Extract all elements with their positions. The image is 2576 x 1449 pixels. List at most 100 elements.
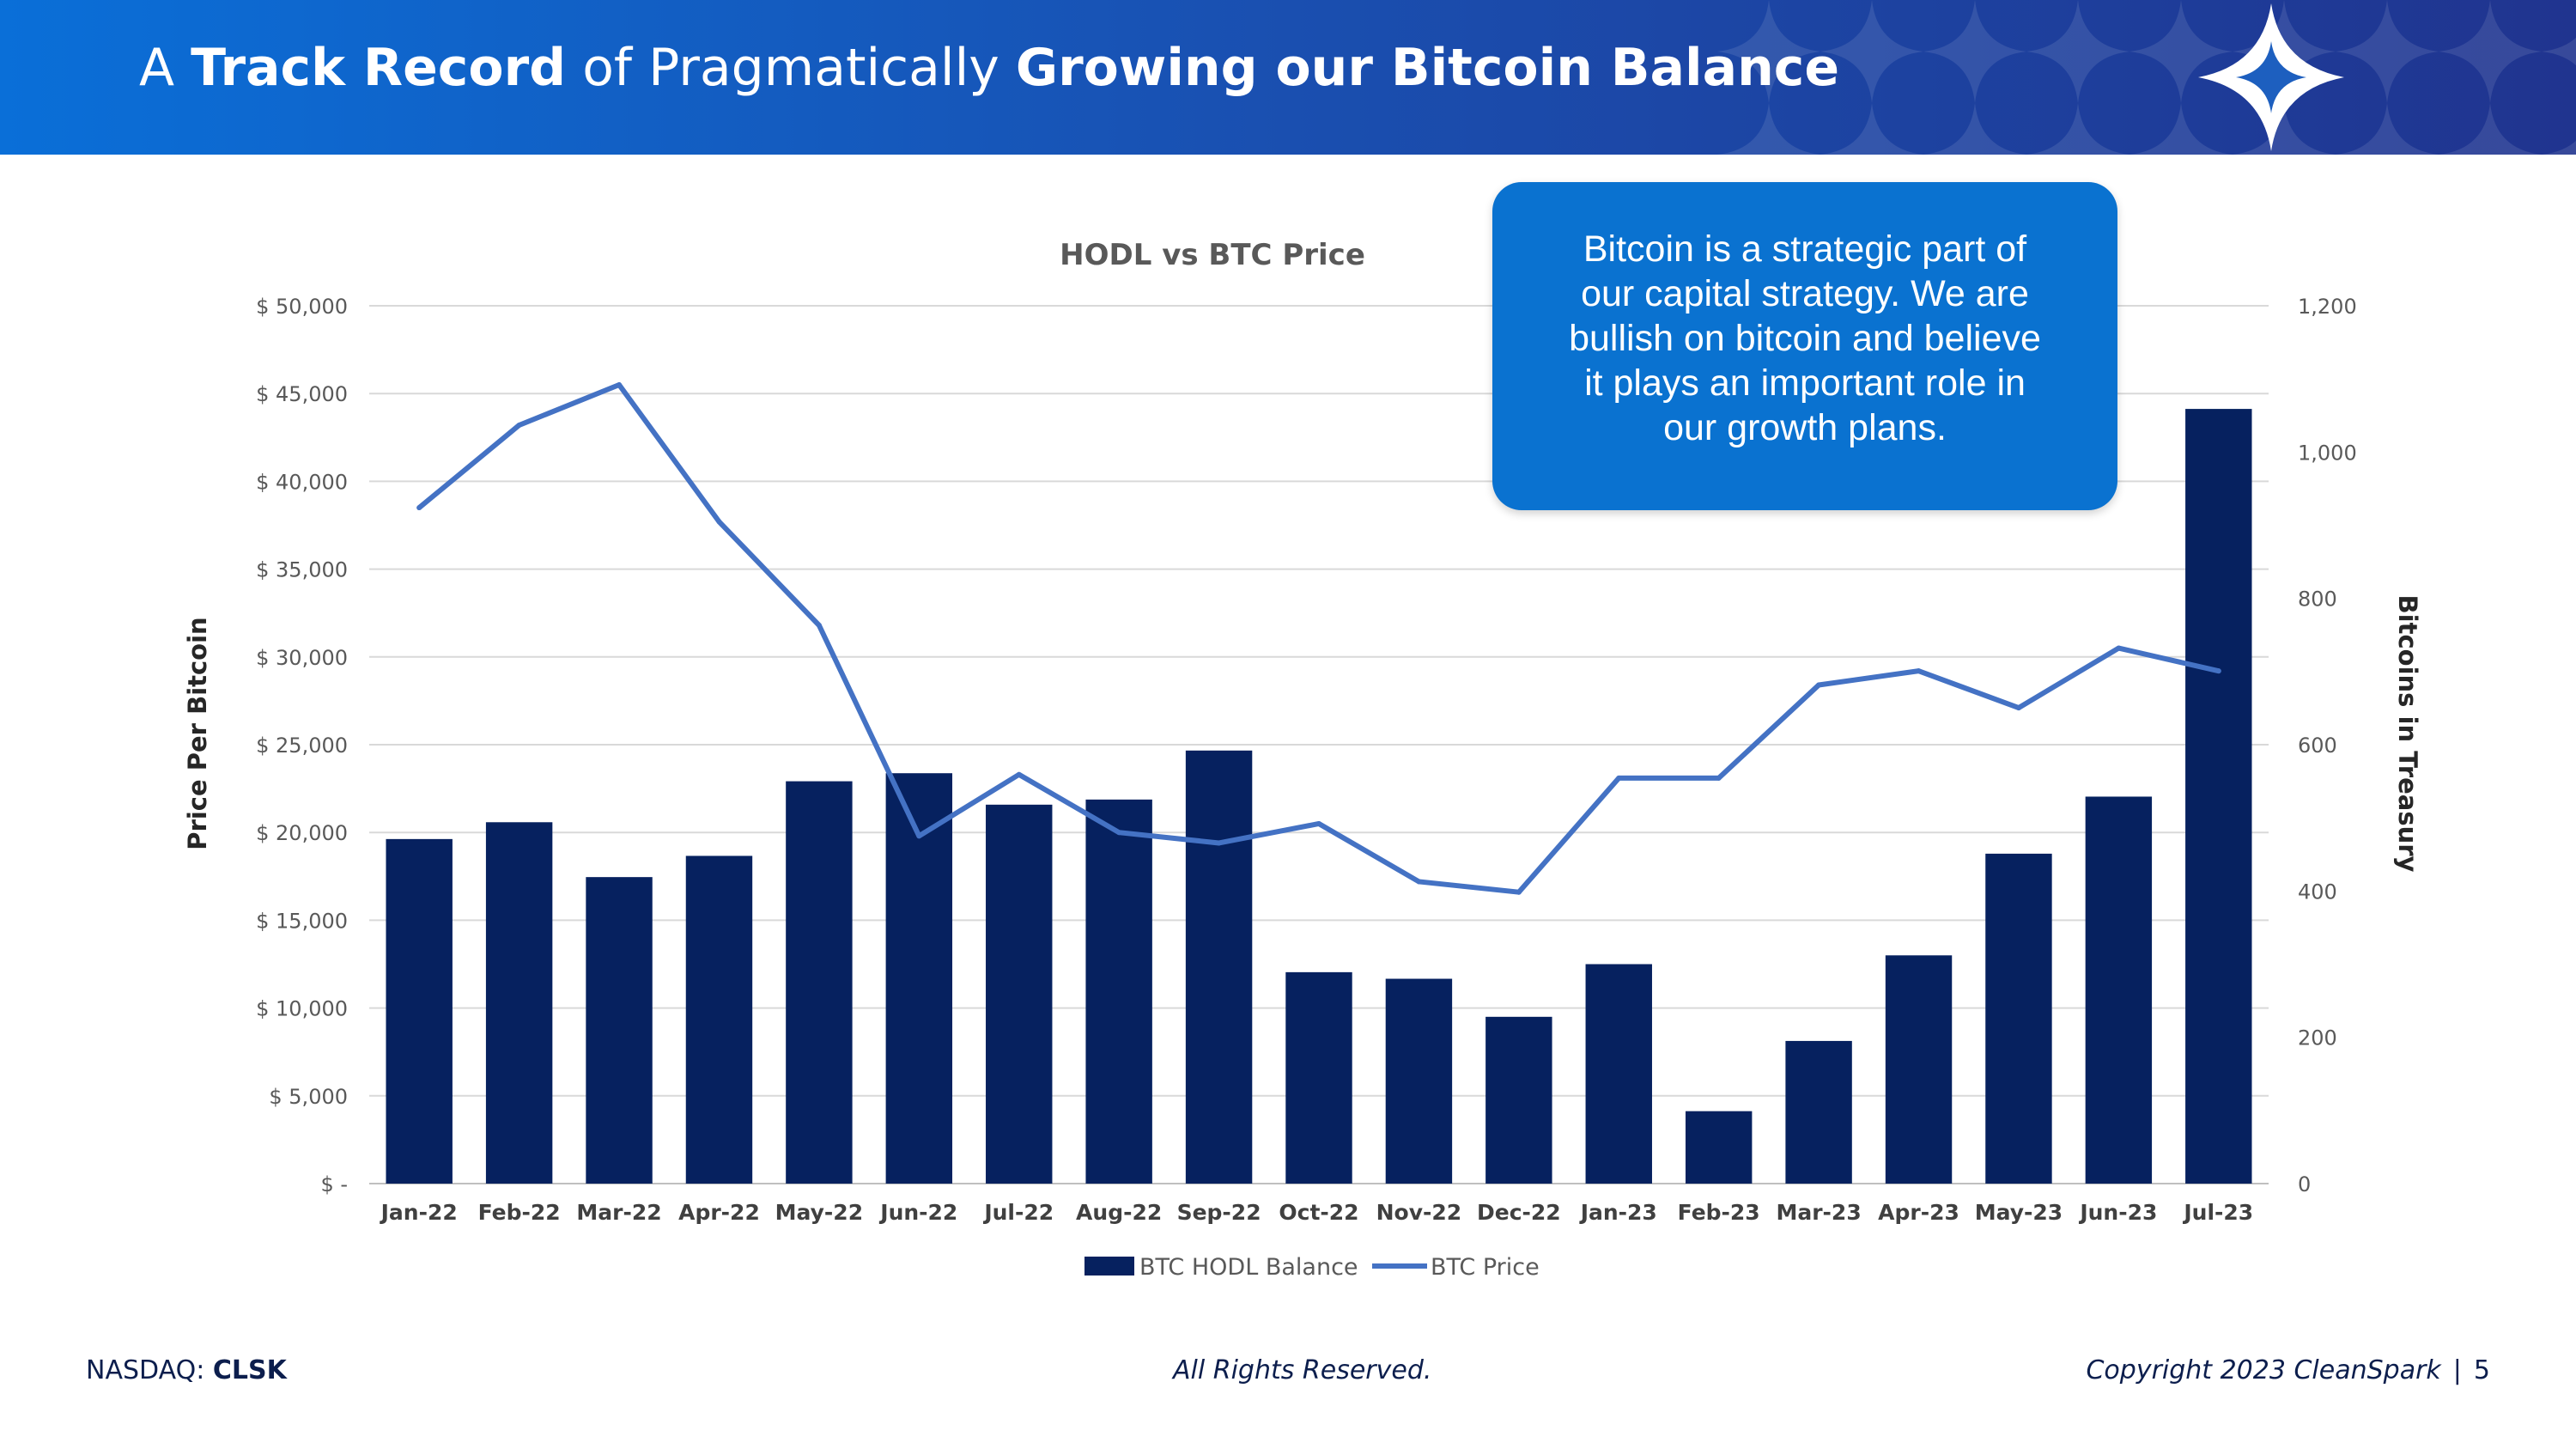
y-tick-label: $ 5,000 — [269, 1085, 348, 1109]
y-tick-label: $ 20,000 — [256, 821, 348, 845]
star-diamond-logo-icon — [2198, 3, 2344, 151]
bar-hodl-balance — [586, 877, 653, 1184]
btc-price-point — [1216, 840, 1222, 846]
x-tick-label: Aug-22 — [1076, 1200, 1162, 1225]
x-tick-label: Jul-23 — [2182, 1200, 2253, 1225]
btc-price-point — [416, 505, 422, 511]
x-tick-label: Dec-22 — [1477, 1200, 1561, 1225]
bar-hodl-balance — [2185, 409, 2252, 1184]
bar-hodl-balance — [1385, 978, 1453, 1184]
x-tick-label: Sep-22 — [1177, 1200, 1261, 1225]
callout-line: our capital strategy. We are — [1581, 273, 2029, 314]
bar-hodl-balance — [786, 781, 853, 1184]
btc-price-point — [1116, 830, 1122, 836]
y-tick-label: $ 25,000 — [256, 734, 348, 758]
bar-hodl-balance — [1285, 971, 1352, 1184]
bar-hodl-balance — [1585, 964, 1652, 1184]
btc-price-point — [916, 833, 922, 839]
bar-hodl-balance — [685, 855, 753, 1184]
x-tick-label: Feb-23 — [1678, 1200, 1760, 1225]
page-number: 5 — [2473, 1355, 2490, 1385]
x-axis-ticks: Jan-22 Feb-22 Mar-22 Apr-22 May-22 Jun-22 Jul-… — [380, 1200, 2254, 1225]
btc-price-point — [2015, 705, 2021, 711]
y2-tick-label: 1,200 — [2298, 295, 2357, 319]
y-tick-label: $ 30,000 — [256, 646, 348, 670]
bar-hodl-balance — [386, 838, 453, 1184]
y-tick-label: $ 40,000 — [256, 470, 348, 494]
bar-hodl-balance — [1885, 955, 1953, 1184]
callout-line: it plays an important role in — [1584, 362, 2026, 404]
bar-hodl-balance — [1685, 1111, 1753, 1184]
btc-price-point — [2215, 668, 2221, 674]
bar-hodl-balance — [2085, 796, 2153, 1184]
x-tick-label: Feb-22 — [478, 1200, 561, 1225]
y-axis-title: Price Per Bitcoin — [183, 617, 212, 849]
btc-price-point — [816, 623, 822, 629]
btc-price-point — [1016, 771, 1022, 777]
callout-line: Bitcoin is a strategic part of — [1583, 228, 2027, 270]
x-tick-label: Oct-22 — [1279, 1200, 1358, 1225]
exchange-label: NASDAQ: — [86, 1355, 213, 1385]
y2-axis-title: Bitcoins in Treasury — [2393, 595, 2422, 873]
x-tick-label: Jun-22 — [878, 1200, 957, 1225]
x-tick-label: May-23 — [1975, 1200, 2063, 1225]
y-tick-label: $ 10,000 — [256, 997, 348, 1021]
x-tick-label: Jul-22 — [982, 1200, 1054, 1225]
x-tick-label: Mar-22 — [576, 1200, 661, 1225]
y-tick-label: $ 45,000 — [256, 382, 348, 406]
footer-rights: All Rights Reserved. — [1173, 1355, 1432, 1385]
bar-hodl-balance — [1985, 853, 2052, 1184]
btc-price-point — [1516, 889, 1522, 895]
btc-price-point — [617, 381, 623, 387]
btc-price-point — [1316, 820, 1321, 826]
footer-ticker: NASDAQ: CLSK — [86, 1355, 287, 1385]
bars — [386, 409, 2252, 1184]
y2-tick-label: 600 — [2298, 734, 2337, 758]
btc-price-point — [516, 422, 522, 428]
copyright-text: Copyright 2023 CleanSpark — [2086, 1355, 2441, 1385]
y2-tick-label: 400 — [2298, 880, 2337, 904]
x-tick-label: Jan-22 — [380, 1200, 458, 1225]
legend-swatch-bar — [1084, 1257, 1134, 1275]
x-tick-label: Jun-23 — [2078, 1200, 2157, 1225]
y2-tick-label: 800 — [2298, 588, 2337, 612]
y2-tick-label: 200 — [2298, 1026, 2337, 1050]
x-tick-label: Mar-23 — [1776, 1200, 1861, 1225]
bar-hodl-balance — [485, 822, 553, 1184]
footer-copyright: Copyright 2023 CleanSpark | 5 — [2086, 1355, 2490, 1385]
y2-axis-ticks: 0 200 400 600 800 1,000 1,200 — [2298, 295, 2357, 1196]
page-title: A Track Record of Pragmatically Growing … — [139, 38, 1840, 98]
price-line-group — [416, 381, 2221, 895]
btc-price-point — [1716, 775, 1722, 781]
bar-hodl-balance — [986, 804, 1053, 1184]
x-tick-label: Apr-22 — [678, 1200, 760, 1225]
bar-hodl-balance — [1485, 1016, 1552, 1184]
legend-label-price: BTC Price — [1431, 1254, 1540, 1281]
x-tick-label: May-22 — [775, 1200, 863, 1225]
bar-hodl-balance — [885, 773, 953, 1184]
btc-price-point — [1416, 879, 1422, 885]
ticker-symbol: CLSK — [212, 1355, 287, 1385]
x-tick-label: Jan-23 — [1579, 1200, 1657, 1225]
btc-price-point — [1816, 682, 1822, 688]
y-tick-label: $ - — [320, 1172, 348, 1196]
y2-tick-label: 1,000 — [2298, 441, 2357, 465]
hodl-vs-btc-chart: HODL vs BTC Price Price Per Bitcoin Bitc… — [183, 238, 2422, 1281]
y-tick-label: $ 50,000 — [256, 295, 348, 319]
legend-label-hodl: BTC HODL Balance — [1139, 1254, 1358, 1281]
y2-tick-label: 0 — [2298, 1172, 2311, 1196]
y-axis-ticks: $ - $ 5,000 $ 10,000 $ 15,000 $ 20,000 $ 25,0… — [256, 295, 348, 1196]
btc-price-point — [1916, 668, 1922, 674]
legend: BTC HODL Balance BTC Price — [1084, 1254, 1540, 1281]
bar-hodl-balance — [1785, 1040, 1852, 1184]
chart-title: HODL vs BTC Price — [1060, 238, 1365, 272]
y-tick-label: $ 35,000 — [256, 558, 348, 582]
bar-hodl-balance — [1185, 750, 1253, 1184]
btc-price-point — [2116, 645, 2122, 651]
callout-line: our growth plans. — [1663, 407, 1947, 448]
y-tick-label: $ 15,000 — [256, 909, 348, 933]
x-tick-label: Apr-23 — [1878, 1200, 1959, 1225]
header-pattern — [1717, 0, 2576, 155]
strategy-callout: Bitcoin is a strategic part of our capit… — [1492, 182, 2117, 510]
header-banner: A Track Record of Pragmatically Growing … — [0, 0, 2576, 155]
